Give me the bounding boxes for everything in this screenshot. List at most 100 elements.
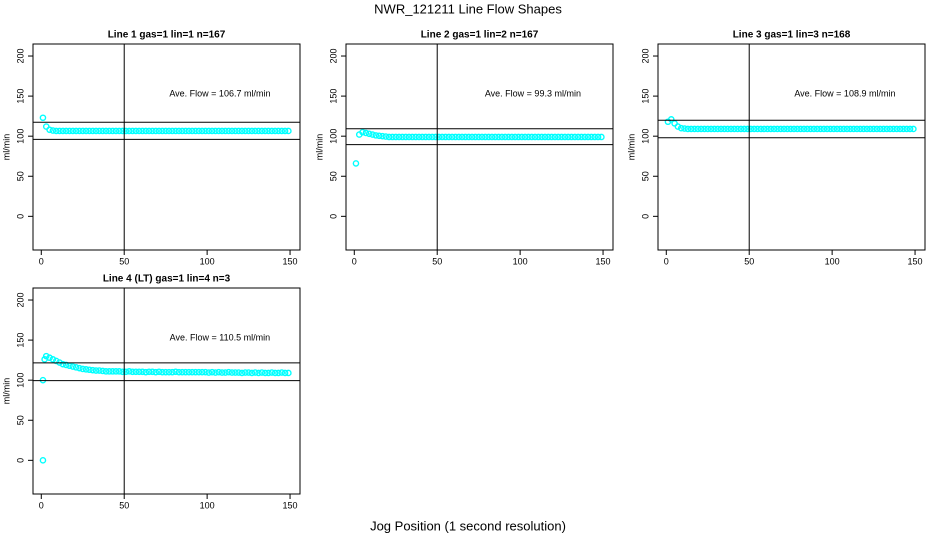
data-point (794, 125, 801, 133)
x-tick-label: 0 (39, 500, 44, 510)
y-tick-label: 150 (15, 89, 25, 104)
data-point (571, 133, 579, 141)
data-point (122, 127, 130, 135)
data-point (667, 116, 675, 123)
data-point (405, 133, 413, 141)
data-point (535, 133, 542, 141)
data-point (734, 125, 741, 133)
data-point (182, 368, 189, 376)
data-point (255, 127, 262, 135)
data-point (192, 127, 199, 135)
data-point (399, 133, 406, 141)
data-point (491, 133, 499, 141)
data-point (42, 352, 50, 360)
data-point (49, 356, 57, 363)
data-point (375, 132, 383, 140)
data-point (238, 369, 246, 377)
data-point (265, 127, 272, 135)
data-point (195, 368, 203, 376)
data-point (737, 125, 745, 133)
data-point (119, 127, 126, 135)
data-point (800, 125, 808, 133)
data-point (205, 127, 213, 135)
y-tick-label: 150 (640, 89, 650, 104)
data-point (52, 127, 60, 135)
data-point (445, 133, 453, 141)
data-point (372, 132, 380, 139)
data-point (202, 368, 209, 376)
data-point (49, 127, 57, 134)
data-point (145, 127, 153, 135)
x-tick-label: 150 (283, 256, 298, 266)
data-point (59, 360, 67, 368)
data-point (212, 127, 219, 135)
data-point (62, 127, 70, 135)
data-point (780, 125, 788, 133)
data-point (501, 133, 509, 141)
data-point (896, 125, 904, 133)
data-point (740, 125, 748, 133)
data-point (823, 125, 831, 133)
data-point (422, 133, 429, 141)
data-point (228, 369, 236, 376)
data-point (910, 125, 917, 133)
data-point (195, 127, 203, 135)
data-point (541, 133, 549, 141)
annotation: Ave. Flow = 99.3 ml/min (485, 88, 581, 98)
data-point (568, 133, 575, 141)
data-point (96, 127, 103, 135)
data-point (86, 127, 93, 135)
data-point (495, 133, 502, 141)
data-point (697, 125, 705, 133)
data-point (876, 125, 884, 133)
data-point (847, 125, 854, 133)
panel-title: Line 4 (LT) gas=1 lin=4 n=3 (103, 274, 231, 285)
x-tick-label: 100 (825, 256, 840, 266)
data-point (268, 369, 276, 376)
data-point (774, 125, 781, 133)
data-point (241, 127, 249, 135)
data-point (245, 127, 252, 135)
data-point (598, 133, 605, 141)
panel-title: Line 1 gas=1 lin=1 n=167 (108, 30, 226, 41)
data-point (432, 133, 439, 141)
data-point (89, 127, 97, 135)
x-tick-label: 150 (596, 256, 611, 266)
data-point (218, 369, 226, 376)
data-point (92, 367, 100, 374)
annotation: Ave. Flow = 110.5 ml/min (170, 332, 270, 342)
data-point (505, 133, 512, 141)
data-point (159, 368, 166, 376)
data-point (139, 368, 146, 376)
data-point (76, 127, 83, 135)
data-point (178, 368, 186, 376)
data-point (222, 369, 229, 376)
data-point (418, 133, 426, 141)
data-point (149, 127, 156, 135)
y-tick-label: 0 (15, 214, 25, 219)
x-tick-label: 0 (664, 256, 669, 266)
data-point (159, 127, 166, 135)
data-point (352, 160, 360, 167)
x-tick-label: 50 (432, 256, 442, 266)
data-point (442, 133, 449, 141)
data-point (56, 127, 63, 135)
data-point (840, 125, 848, 133)
data-point (129, 368, 136, 376)
data-point (711, 125, 718, 133)
data-point (415, 133, 423, 141)
data-point (707, 125, 715, 133)
plot-frame (32, 287, 301, 495)
x-tick-label: 150 (908, 256, 923, 266)
data-point (359, 128, 366, 136)
data-point (369, 131, 376, 138)
data-point (208, 368, 216, 376)
data-point (890, 125, 897, 133)
data-point (853, 125, 861, 133)
data-point (82, 127, 90, 135)
data-point (833, 125, 841, 133)
data-point (458, 133, 466, 141)
data-point (482, 133, 489, 141)
data-point (212, 369, 219, 376)
